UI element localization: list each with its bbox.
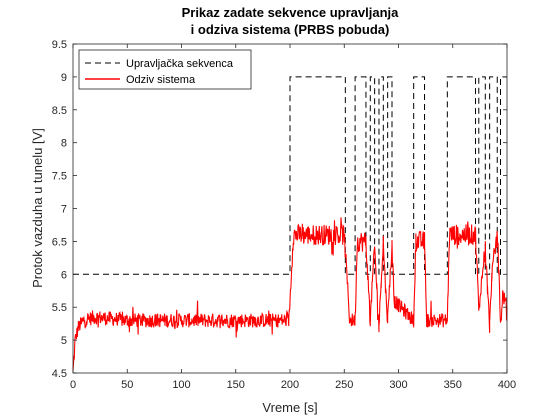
y-axis-ticks: 4.5 5 5.5 6 6.5 7 7.5 8 8.5 9 9.5 bbox=[52, 39, 507, 380]
y-tick-label: 6 bbox=[61, 269, 67, 281]
chart-title-line-2: i odziva sistema (PRBS pobuda) bbox=[191, 22, 390, 37]
x-tick-label: 200 bbox=[281, 379, 299, 391]
chart-title-line-1: Prikaz zadate sekvence upravljanja bbox=[182, 5, 400, 20]
y-tick-label: 9 bbox=[61, 72, 67, 84]
y-tick-label: 4.5 bbox=[52, 368, 67, 380]
y-tick-label: 7 bbox=[61, 204, 67, 216]
y-tick-label: 6.5 bbox=[52, 236, 67, 248]
x-tick-label: 100 bbox=[172, 379, 190, 391]
x-axis-label: Vreme [s] bbox=[262, 400, 317, 415]
x-tick-label: 350 bbox=[444, 379, 462, 391]
y-tick-label: 5 bbox=[61, 335, 67, 347]
response-layer bbox=[72, 217, 508, 371]
response-line bbox=[72, 217, 508, 371]
y-tick-label: 8 bbox=[61, 138, 67, 150]
x-tick-label: 0 bbox=[70, 379, 76, 391]
x-tick-label: 50 bbox=[121, 379, 133, 391]
y-axis-label: Protok vazduha u tunelu [V] bbox=[30, 128, 45, 288]
legend-control-label: Upravljačka sekvenca bbox=[126, 58, 234, 70]
y-tick-label: 5.5 bbox=[52, 302, 67, 314]
x-tick-label: 150 bbox=[227, 379, 245, 391]
y-tick-label: 7.5 bbox=[52, 171, 67, 183]
x-tick-label: 400 bbox=[498, 379, 516, 391]
x-tick-label: 250 bbox=[335, 379, 353, 391]
legend-box bbox=[78, 49, 252, 90]
legend: Upravljačka sekvenca Odziv sistema bbox=[78, 49, 252, 90]
y-tick-label: 8.5 bbox=[52, 105, 67, 117]
x-axis-ticks: 0 50 100 150 200 250 300 350 400 bbox=[70, 44, 516, 391]
y-tick-label: 9.5 bbox=[52, 39, 67, 51]
x-tick-label: 300 bbox=[389, 379, 407, 391]
legend-response-label: Odziv sistema bbox=[126, 74, 196, 86]
